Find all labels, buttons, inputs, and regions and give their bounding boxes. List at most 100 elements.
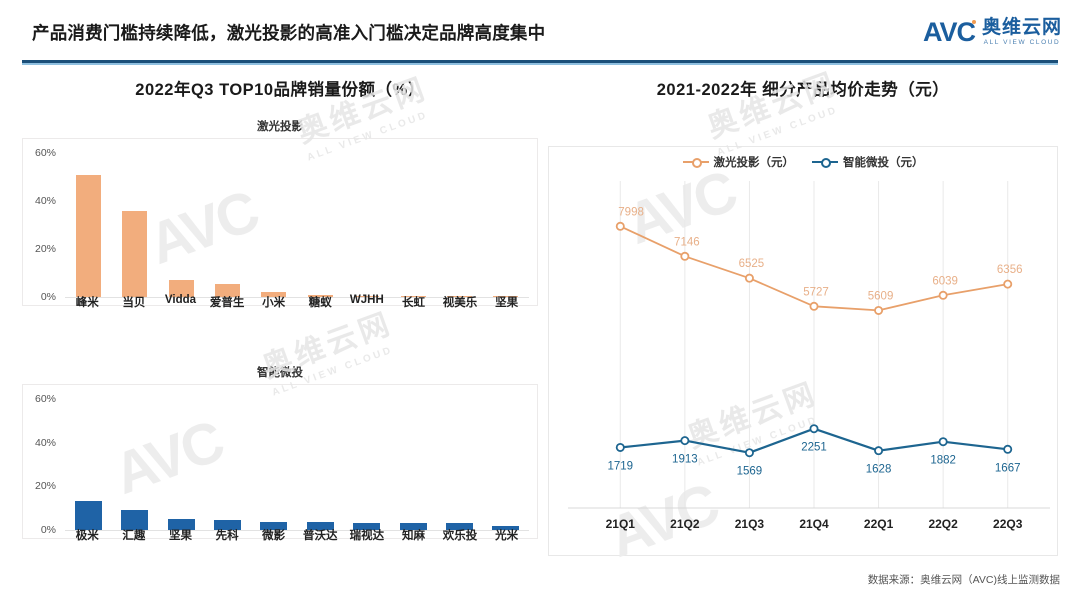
y-axis-tick-label: 40% [34,195,56,207]
laser-projection-chart-card: 0% 20% 40% 60% [22,138,538,306]
data-point-label: 1628 [866,464,892,476]
x-axis-category-label: Vidda [164,294,197,306]
data-point-marker[interactable] [1003,279,1013,289]
bar-column[interactable] [297,385,343,530]
header-divider [22,60,1058,63]
laser-projection-subtitle: 激光投影 [257,121,303,133]
data-point-marker[interactable] [615,221,625,231]
x-axis-baseline [65,297,529,298]
line-chart-frame [548,146,1058,556]
x-axis-category-label: 坚果 [495,297,519,309]
bar-column[interactable] [390,139,436,297]
bar[interactable] [168,279,194,297]
bar[interactable] [445,523,473,530]
x-axis-tick-label: 22Q1 [864,517,894,531]
smart-micro-bars [65,385,529,530]
bar-column[interactable] [436,139,482,297]
bar[interactable] [306,522,334,530]
bar[interactable] [167,519,195,530]
data-point-label: 1882 [930,455,956,467]
bar[interactable] [307,294,333,297]
left-panel-title: 2022年Q3 TOP10品牌销量份额（%） [135,81,425,99]
bar[interactable] [261,292,287,297]
smart-micro-projector-bar-chart: 智能微投 0% 20% 40% 60% 极米 汇趣 坚果 先科 微影 普沃达 瑞视达 知麻 欢乐投 光米 [22,364,538,559]
data-point-label: 5609 [868,290,894,302]
bar[interactable] [400,295,426,297]
x-axis-category-label: 先科 [215,530,239,542]
bar[interactable] [354,295,380,297]
data-point-marker[interactable] [809,301,819,311]
bar[interactable] [213,519,241,530]
x-axis-baseline [65,530,529,531]
bar[interactable] [74,500,102,530]
bar-column[interactable] [111,385,157,530]
bar-column[interactable] [343,385,389,530]
bar[interactable] [121,509,149,530]
bar-column[interactable] [204,139,250,297]
bar-column[interactable] [65,385,111,530]
bar[interactable] [492,525,520,530]
x-axis-tick-label: 22Q2 [928,517,958,531]
x-axis-category-label: 坚果 [168,530,192,542]
data-point-marker[interactable] [615,442,625,452]
legend-marker-micro-icon [812,157,838,168]
y-axis-tick-label: 0% [40,524,56,536]
x-axis-tick-label: 22Q3 [993,517,1023,531]
bar[interactable] [75,174,101,297]
smart-micro-chart-card: 0% 20% 40% 60% [22,384,538,539]
x-axis-category-label: 糖蚁 [308,297,332,309]
bar-column[interactable] [483,139,529,297]
smart-micro-x-labels: 极米 汇趣 坚果 先科 微影 普沃达 瑞视达 知麻 欢乐投 光米 [64,527,530,543]
bar-column[interactable] [251,385,297,530]
bar-column[interactable] [111,139,157,297]
laser-projection-y-axis: 0% 20% 40% 60% [23,139,61,305]
x-axis-category-label: 知麻 [401,530,425,542]
avc-logo-english: ALL VIEW CLOUD [983,38,1061,46]
bar[interactable] [214,284,240,297]
bar-column[interactable] [390,385,436,530]
data-point-marker[interactable] [680,436,690,446]
laser-projection-plot-area [65,139,529,305]
data-point-marker[interactable] [680,251,690,261]
bar[interactable] [122,210,148,297]
bar-column[interactable] [158,139,204,297]
data-point-marker[interactable] [938,290,948,300]
data-point-marker[interactable] [874,446,884,456]
page-title: 产品消费门槛持续降低，激光投影的高准入门槛决定品牌高度集中 [32,23,546,43]
bar-column[interactable] [483,385,529,530]
data-point-marker[interactable] [744,448,754,458]
bar[interactable] [353,522,381,530]
y-axis-tick-label: 0% [40,291,56,303]
data-point-label: 6525 [739,258,765,270]
x-axis-category-label: 小米 [262,297,286,309]
bar-column[interactable] [297,139,343,297]
data-source-note: 数据来源：奥维云网（AVC)线上监测数据 [867,574,1060,586]
avc-logo-text: AVC [922,16,976,47]
smart-micro-plot: 0% 20% 40% 60% [23,385,537,538]
legend-item-laser[interactable]: 激光投影（元） [682,154,794,170]
x-axis-category-label: 汇趣 [122,530,146,542]
bar[interactable] [493,295,519,297]
x-axis-tick-label: 21Q2 [670,517,700,531]
avc-logo-chinese-block: 奥维云网 ALL VIEW CLOUD [982,18,1062,47]
avc-logo-chinese: 奥维云网 [981,16,1062,38]
y-axis-tick-label: 60% [34,393,56,405]
bar-column[interactable] [65,139,111,297]
data-point-marker[interactable] [809,424,819,434]
avc-logo-dot [971,19,976,24]
bar-column[interactable] [436,385,482,530]
data-point-marker[interactable] [874,305,884,315]
bar-column[interactable] [204,385,250,530]
legend-item-micro[interactable]: 智能微投（元） [812,154,924,170]
data-point-label: 1913 [672,454,698,466]
bar-column[interactable] [343,139,389,297]
bar-column[interactable] [251,139,297,297]
bar[interactable] [399,523,427,530]
bar-column[interactable] [158,385,204,530]
bar[interactable] [446,295,472,297]
bar[interactable] [260,521,288,530]
data-point-marker[interactable] [744,273,754,283]
legend-marker-laser-icon [682,157,709,168]
data-point-marker[interactable] [1003,444,1013,454]
data-point-marker[interactable] [938,437,948,447]
